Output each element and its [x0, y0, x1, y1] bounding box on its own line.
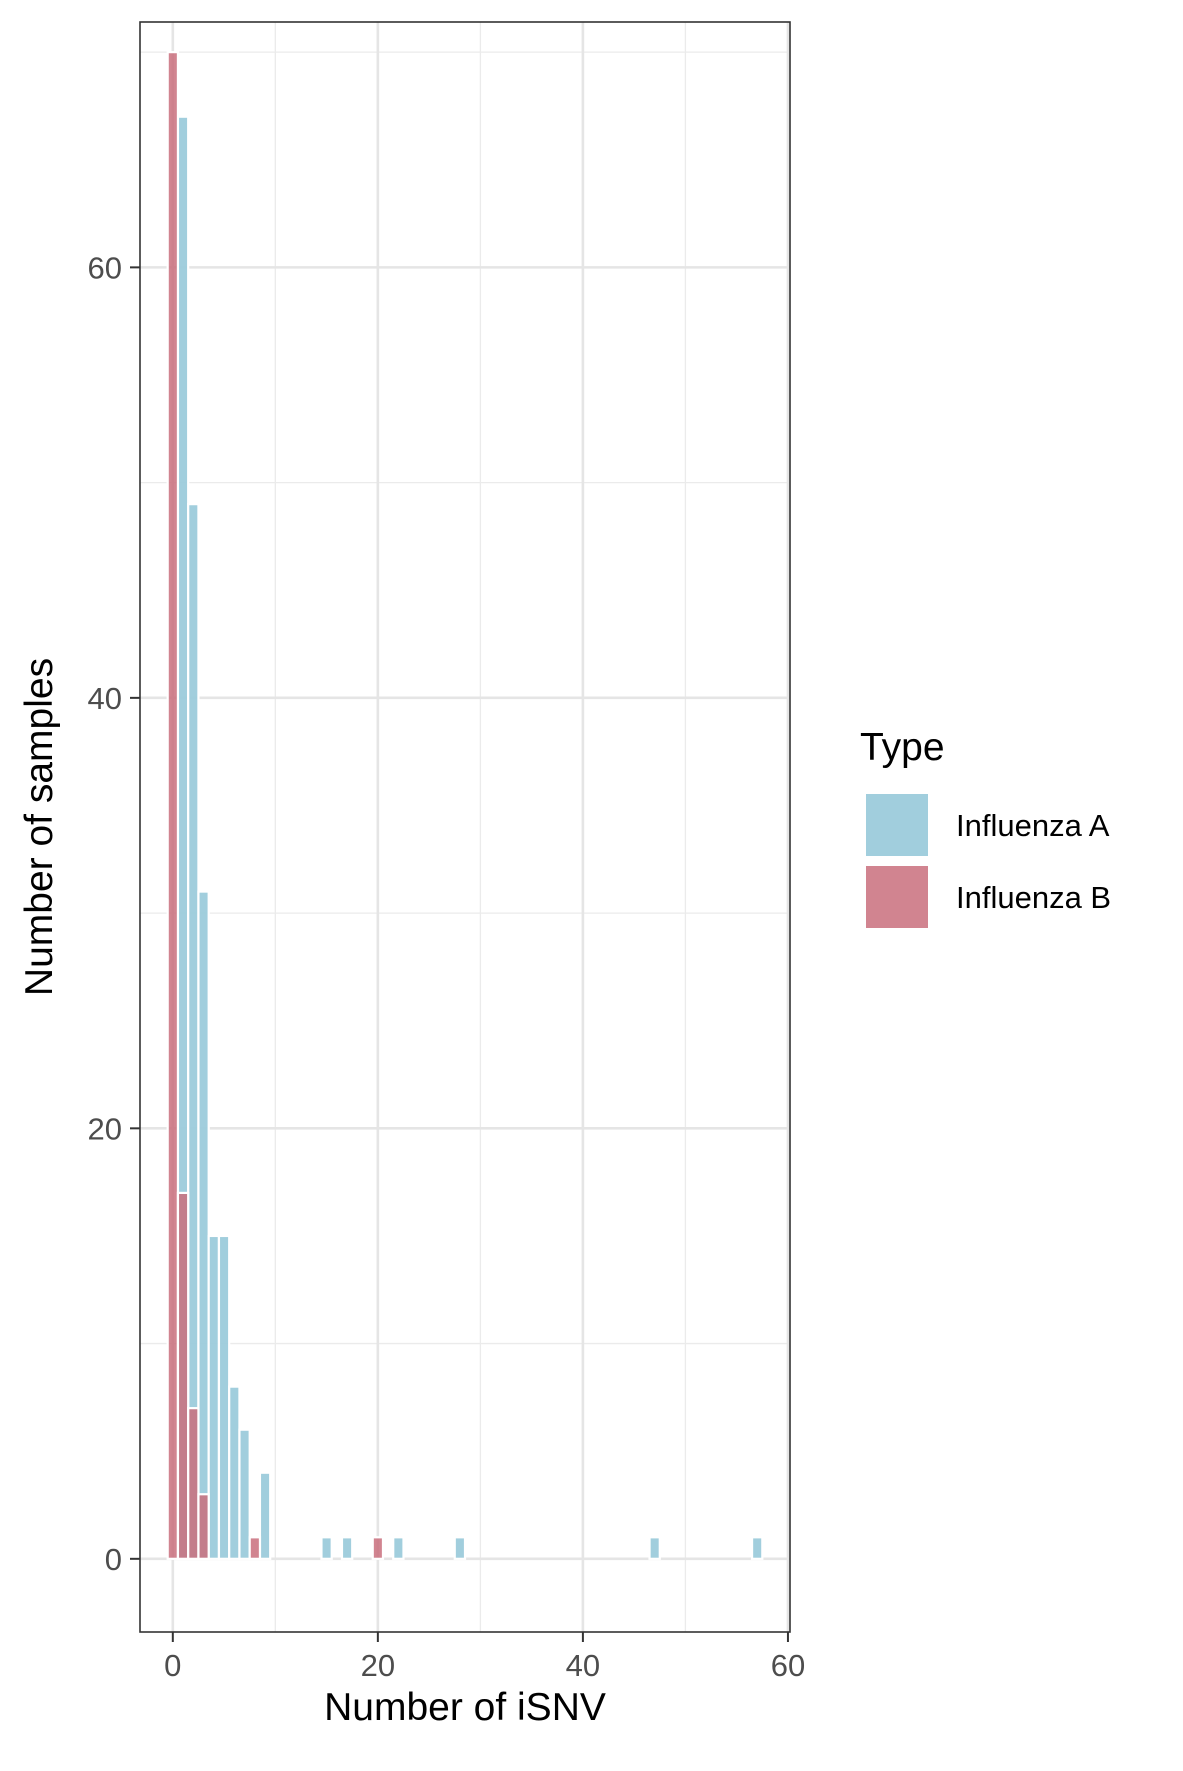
y-tick-label: 60: [88, 250, 122, 285]
bar-influenza-a: [238, 1428, 251, 1560]
x-tick-label: 0: [164, 1648, 181, 1683]
y-axis-title: Number of samples: [18, 658, 61, 996]
bars: [166, 51, 764, 1560]
bar-influenza-a: [217, 1234, 231, 1560]
bar-influenza-b: [166, 51, 180, 1560]
legend-key-influenza-a: [866, 794, 928, 856]
legend-title: Type: [860, 726, 945, 769]
bar-influenza-b: [371, 1536, 385, 1560]
tick-labels: 0 20 40 60 0 20 40 60: [88, 250, 806, 1683]
bar-influenza-a: [340, 1536, 354, 1560]
bar-influenza-a: [453, 1536, 467, 1560]
legend-label-influenza-a: Influenza A: [956, 808, 1110, 843]
bar-influenza-a: [648, 1536, 661, 1560]
y-tick-label: 40: [88, 681, 122, 716]
bar-influenza-a: [207, 1234, 221, 1560]
bar-influenza-a: [197, 890, 210, 1560]
bar-influenza-b: [248, 1536, 262, 1560]
bar-influenza-a: [258, 1471, 272, 1560]
bar-influenza-a: [392, 1536, 405, 1560]
axis-ticks: [130, 266, 789, 1642]
legend: Type Influenza A Influenza B: [860, 726, 1111, 928]
x-axis-title: Number of iSNV: [324, 1686, 606, 1729]
bar-influenza-a: [750, 1536, 764, 1560]
legend-label-influenza-b: Influenza B: [956, 880, 1111, 915]
panel-border: [139, 21, 791, 1633]
legend-key-influenza-b: [866, 866, 928, 928]
bar-influenza-b: [187, 1407, 200, 1560]
bar-influenza-a: [187, 503, 200, 1560]
x-tick-label: 60: [771, 1648, 805, 1683]
y-tick-label: 0: [105, 1542, 122, 1577]
y-tick-label: 20: [88, 1111, 122, 1146]
x-tick-label: 40: [566, 1648, 600, 1683]
bar-influenza-a: [320, 1536, 333, 1560]
bar-influenza-b: [176, 1191, 190, 1560]
bar-influenza-b: [197, 1493, 210, 1560]
bar-influenza-a: [228, 1385, 241, 1560]
x-tick-label: 20: [361, 1648, 395, 1683]
